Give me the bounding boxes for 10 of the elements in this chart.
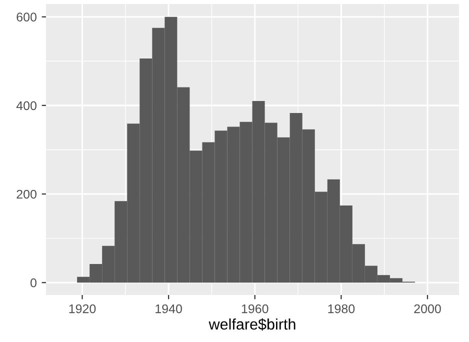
y-tick-label: 600 [16,12,36,22]
x-tick-label: 1920 [69,304,96,314]
x-tick-label: 1960 [242,304,268,314]
y-tick-label: 0 [30,278,36,288]
x-tick-label: 1980 [328,304,355,314]
x-tick-label: 2000 [414,304,441,314]
x-axis-title: welfare$birth [208,318,296,331]
y-tick-label: 400 [16,101,36,110]
x-tick-label: 1940 [156,304,182,314]
y-tick-label: 200 [16,190,36,199]
